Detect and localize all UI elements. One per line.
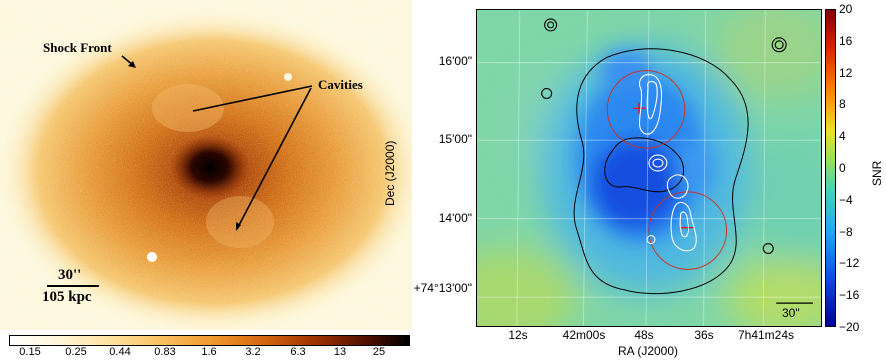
inner-contour xyxy=(604,137,684,193)
xray-colorbar-tick: 0.44 xyxy=(109,346,131,358)
outer-contour xyxy=(573,48,749,295)
snr-colorbar-tick: −20 xyxy=(839,320,860,334)
xray-colorbar-tick: 13 xyxy=(333,346,347,358)
xray-image-panel: Shock Front Cavities 30'' 105 kpc 0.15 0.… xyxy=(0,0,412,360)
dec-axis-label: Dec (J2000) xyxy=(383,140,397,206)
snr-colorbar-label: SNR xyxy=(870,160,884,186)
dec-tick-label: 15'00" xyxy=(438,132,472,146)
xray-colorbar-tick: 1.6 xyxy=(201,346,217,358)
snr-colorbar-tick: 20 xyxy=(839,2,853,16)
ra-tick-label: 48s xyxy=(634,328,654,342)
scale-bar-arcsec: 30'' xyxy=(58,267,82,283)
cavity-circle-north xyxy=(606,70,686,149)
cluster-core xyxy=(170,135,250,199)
point-source xyxy=(284,73,292,81)
xray-colorbar-ticks: 0.15 0.25 0.44 0.83 1.6 3.2 6.3 13 25 xyxy=(0,346,412,360)
radio-contour xyxy=(638,74,663,135)
xray-colorbar-tick: 0.25 xyxy=(65,346,87,358)
snr-colorbar-tick: 0 xyxy=(839,161,846,175)
snr-colorbar-ticks: 20 16 12 8 4 0 −4 −8 −12 −16 −20 xyxy=(836,0,868,340)
snr-colorbar-tick: 12 xyxy=(839,65,853,80)
xray-colorbar-tick: 6.3 xyxy=(290,346,306,358)
xray-colorbar xyxy=(9,335,410,346)
ra-tick-label: 36s xyxy=(694,328,714,342)
snr-colorbar-tick: −12 xyxy=(839,256,860,271)
xray-image xyxy=(0,0,412,330)
dec-tick-label: 16'00" xyxy=(438,54,472,68)
snr-colorbar-tick: 8 xyxy=(839,97,846,112)
dec-tick-label: +74°13'00" xyxy=(413,281,472,295)
cavity-north xyxy=(152,84,224,132)
snr-scale-bar-label: 30" xyxy=(782,306,800,320)
shock-front-label: Shock Front xyxy=(43,40,112,55)
xray-colorbar-tick: 0.15 xyxy=(19,346,41,358)
xray-colorbar-tick: 0.83 xyxy=(154,346,176,358)
cavity-circle-south xyxy=(648,191,728,270)
xray-colorbar-tick: 25 xyxy=(372,346,386,358)
ra-tick-labels: 12s 42m00s 48s 36s 7h41m24s xyxy=(476,328,822,344)
cavities-label: Cavities xyxy=(318,77,363,92)
snr-colorbar-tick: 16 xyxy=(839,33,853,48)
point-source xyxy=(147,252,157,262)
ra-axis-label: RA (J2000) xyxy=(618,344,679,358)
snr-colorbar-tick: −4 xyxy=(839,192,853,207)
xray-colorbar-tick: 3.2 xyxy=(245,346,261,358)
snr-colorbar-tick: −16 xyxy=(839,288,860,303)
snr-colorbar xyxy=(825,9,836,327)
snr-map-panel: 30" xyxy=(476,9,822,327)
scale-bar-kpc: 105 kpc xyxy=(42,289,92,305)
snr-colorbar-tick: −8 xyxy=(839,224,853,239)
dec-tick-labels: 16'00" 15'00" 14'00" +74°13'00" xyxy=(412,0,476,330)
ra-tick-label: 12s xyxy=(508,328,528,342)
snr-map xyxy=(476,9,822,327)
dec-tick-label: 14'00" xyxy=(438,211,472,225)
ra-tick-label: 42m00s xyxy=(562,328,606,342)
ra-tick-label: 7h41m24s xyxy=(737,328,795,342)
snr-colorbar-tick: 4 xyxy=(839,129,846,144)
